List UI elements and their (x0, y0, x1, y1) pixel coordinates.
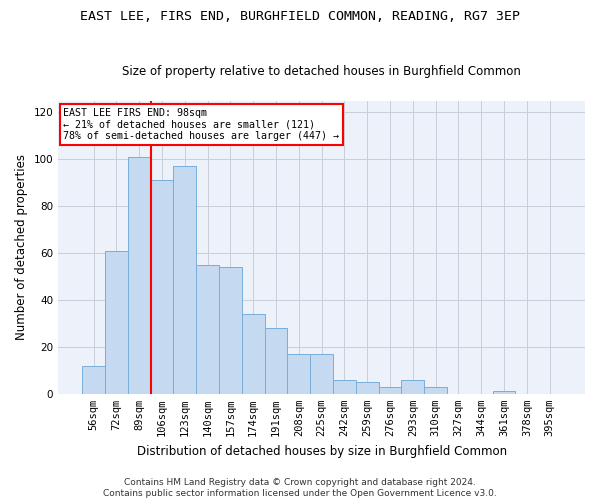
Bar (424, 387, 447, 394)
Bar (265, 328, 287, 394)
Bar (242, 314, 265, 394)
Bar (287, 354, 310, 394)
Bar (310, 354, 333, 394)
X-axis label: Distribution of detached houses by size in Burghfield Common: Distribution of detached houses by size … (137, 444, 506, 458)
Text: Contains HM Land Registry data © Crown copyright and database right 2024.
Contai: Contains HM Land Registry data © Crown c… (103, 478, 497, 498)
Y-axis label: Number of detached properties: Number of detached properties (15, 154, 28, 340)
Bar (173, 166, 196, 394)
Bar (379, 387, 401, 394)
Text: EAST LEE, FIRS END, BURGHFIELD COMMON, READING, RG7 3EP: EAST LEE, FIRS END, BURGHFIELD COMMON, R… (80, 10, 520, 23)
Bar (401, 380, 424, 394)
Bar (105, 250, 128, 394)
Bar (219, 267, 242, 394)
Bar (151, 180, 173, 394)
Bar (333, 380, 356, 394)
Text: EAST LEE FIRS END: 98sqm
← 21% of detached houses are smaller (121)
78% of semi-: EAST LEE FIRS END: 98sqm ← 21% of detach… (64, 108, 340, 141)
Bar (82, 366, 105, 394)
Bar (493, 392, 515, 394)
Bar (196, 265, 219, 394)
Title: Size of property relative to detached houses in Burghfield Common: Size of property relative to detached ho… (122, 66, 521, 78)
Bar (128, 157, 151, 394)
Bar (356, 382, 379, 394)
